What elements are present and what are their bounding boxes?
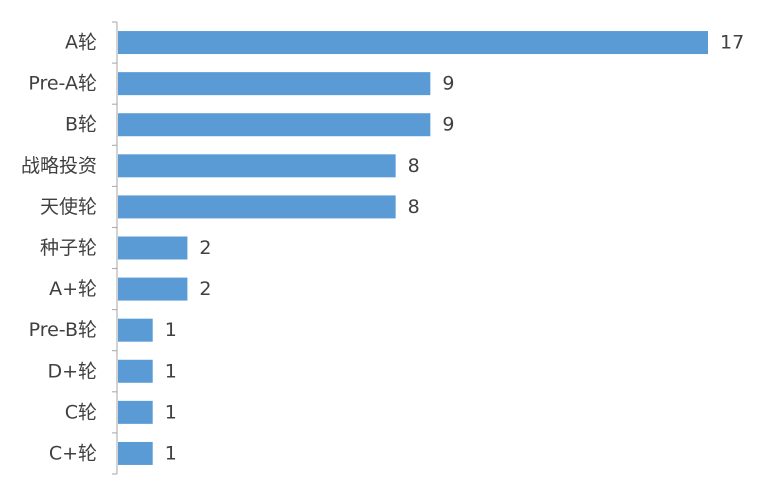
value-label: 17 bbox=[720, 32, 744, 54]
category-label: A轮 bbox=[65, 32, 97, 54]
value-label: 1 bbox=[165, 360, 177, 382]
category-label: C+轮 bbox=[49, 442, 97, 464]
category-label: B轮 bbox=[65, 114, 97, 136]
bar bbox=[118, 154, 396, 178]
bar bbox=[118, 236, 188, 260]
category-label: C轮 bbox=[65, 401, 97, 423]
category-label: 种子轮 bbox=[40, 237, 97, 259]
bar bbox=[118, 441, 153, 465]
category-label: Pre-B轮 bbox=[29, 319, 97, 341]
value-label: 1 bbox=[165, 442, 177, 464]
bar bbox=[118, 31, 708, 55]
category-label: Pre-A轮 bbox=[28, 73, 97, 95]
category-label: A+轮 bbox=[49, 278, 97, 300]
category-label: D+轮 bbox=[47, 360, 97, 382]
value-label: 1 bbox=[165, 319, 177, 341]
value-label: 8 bbox=[408, 196, 420, 218]
bar bbox=[118, 318, 153, 342]
value-label: 2 bbox=[199, 278, 211, 300]
bar bbox=[118, 113, 431, 137]
category-label: 天使轮 bbox=[40, 196, 97, 218]
value-label: 9 bbox=[442, 73, 454, 95]
bars bbox=[118, 31, 708, 465]
bar bbox=[118, 195, 396, 219]
category-label: 战略投资 bbox=[21, 155, 97, 177]
value-label: 1 bbox=[165, 401, 177, 423]
value-label: 8 bbox=[408, 155, 420, 177]
bar bbox=[118, 277, 188, 301]
value-label: 9 bbox=[442, 114, 454, 136]
value-label: 2 bbox=[199, 237, 211, 259]
bar bbox=[118, 400, 153, 424]
axis-ticks bbox=[112, 21, 117, 475]
bar bbox=[118, 72, 431, 96]
bar bbox=[118, 359, 153, 383]
